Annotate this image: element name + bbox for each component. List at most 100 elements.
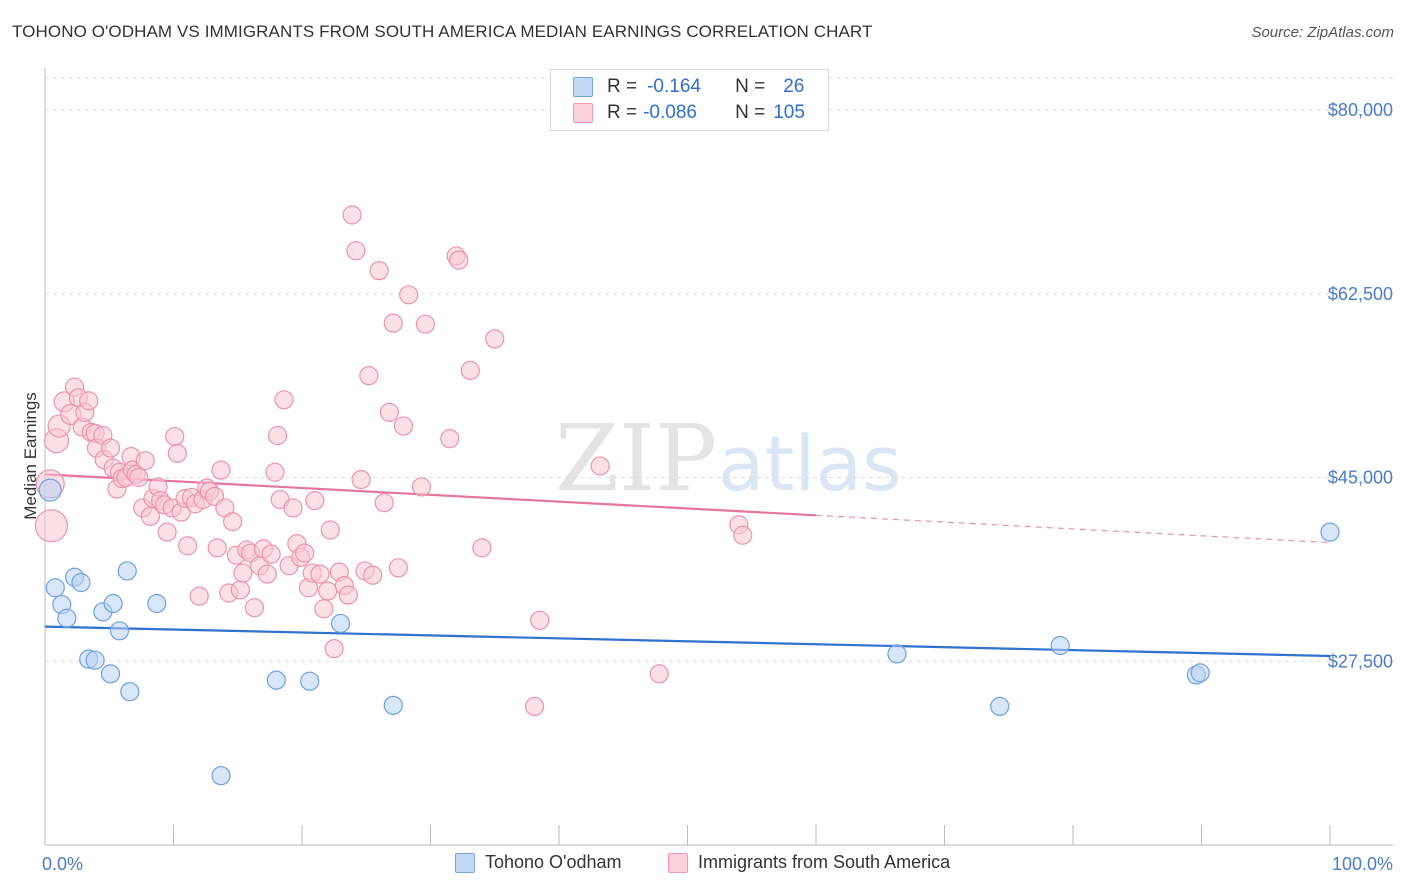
trend-lines [44,473,1331,658]
data-point[interactable] [147,593,167,614]
data-point[interactable] [34,509,69,543]
data-point[interactable] [266,670,286,690]
stats-row-immigrants: R = -0.086 N = 105 [573,102,805,124]
data-point[interactable] [359,366,379,386]
data-point[interactable] [338,585,358,605]
data-point[interactable] [590,456,610,476]
data-point[interactable] [211,460,231,480]
source-credit: Source: ZipAtlas.com [1251,24,1394,41]
data-point[interactable] [342,205,362,225]
data-point[interactable] [167,443,187,463]
watermark-atlas: atlas [718,419,902,508]
legend-swatch-immigrants [668,852,688,873]
x-axis-ticks: 0.0% 100.0% [42,854,1393,874]
legend-item-immigrants[interactable]: Immigrants from South America [668,852,950,873]
data-point[interactable] [330,613,351,634]
data-point[interactable] [305,491,325,511]
data-point[interactable] [1320,522,1340,542]
data-point[interactable] [100,438,121,458]
data-point[interactable] [324,639,344,659]
series-immigrants [34,205,753,717]
data-point[interactable] [388,558,408,578]
stats-n-label: N = [735,102,766,123]
data-point[interactable] [57,608,77,628]
data-point[interactable] [990,696,1010,717]
data-point[interactable] [415,314,435,334]
data-point[interactable] [223,511,243,532]
data-point[interactable] [320,520,340,540]
data-point[interactable] [310,564,330,584]
data-point[interactable] [117,561,137,581]
legend-swatch-tohono [455,852,475,873]
data-point[interactable] [472,538,492,558]
data-point[interactable] [38,478,62,502]
data-point[interactable] [267,425,288,446]
data-point[interactable] [265,462,285,482]
data-point[interactable] [233,563,253,583]
data-point[interactable] [135,451,155,471]
legend-label-immigrants: Immigrants from South America [698,852,951,872]
watermark-zip: ZIP [555,405,717,512]
data-point[interactable] [383,313,403,333]
data-point[interactable] [393,416,414,436]
data-point[interactable] [45,578,65,598]
data-point[interactable] [314,599,334,619]
data-point[interactable] [649,664,669,684]
data-point[interactable] [283,498,303,518]
legend-item-tohono[interactable]: Tohono O'odham [455,852,622,873]
data-point[interactable] [1190,663,1210,683]
y-axis-ticks: $80,000 $62,500 $45,000 $27,500 [1328,100,1393,671]
data-point[interactable] [120,682,140,702]
data-point[interactable] [363,565,383,585]
y-tick-label: $62,500 [1328,284,1393,304]
data-point[interactable] [733,525,753,545]
trend-line-tohono [44,625,1331,658]
data-point[interactable] [129,467,149,488]
data-point[interactable] [399,285,419,305]
data-point[interactable] [440,429,460,449]
data-point[interactable] [449,250,469,270]
data-point[interactable] [887,644,907,664]
data-point[interactable] [85,650,105,670]
data-point[interactable] [79,391,99,411]
y-tick-label: $27,500 [1328,651,1393,671]
data-point[interactable] [383,695,403,715]
data-point[interactable] [274,390,294,410]
data-point[interactable] [109,621,130,641]
data-point[interactable] [211,766,231,786]
data-point[interactable] [261,544,281,564]
watermark: ZIP atlas [555,405,902,512]
data-point[interactable] [524,696,545,717]
data-point[interactable] [157,522,177,542]
data-point[interactable] [207,538,227,558]
data-point[interactable] [351,470,371,490]
data-point[interactable] [369,261,389,281]
trend-extension-immigrants [815,514,1331,544]
data-point[interactable] [165,426,185,447]
data-point[interactable] [294,543,315,563]
data-point[interactable] [374,493,394,513]
data-point[interactable] [71,572,91,593]
data-point[interactable] [189,586,209,606]
data-point[interactable] [230,580,250,600]
data-point[interactable] [530,610,550,630]
series-tohono [38,478,1340,786]
data-point[interactable] [346,241,366,261]
stats-n-value: 26 [783,76,805,97]
data-point[interactable] [178,536,198,556]
data-point[interactable] [411,477,432,497]
data-point[interactable] [244,598,265,618]
data-point[interactable] [460,360,480,380]
data-point[interactable] [1050,635,1070,656]
stats-row-tohono: R = -0.164 N = 26 [573,76,804,98]
data-point[interactable] [379,402,399,422]
data-point[interactable] [318,581,338,601]
data-point[interactable] [300,671,320,691]
data-point[interactable] [103,593,123,614]
data-point[interactable] [485,329,505,349]
y-tick-label: $45,000 [1328,468,1393,488]
data-point[interactable] [100,664,121,684]
data-point[interactable] [257,564,277,584]
stats-n-value: 105 [773,102,805,123]
data-points [34,205,1340,786]
